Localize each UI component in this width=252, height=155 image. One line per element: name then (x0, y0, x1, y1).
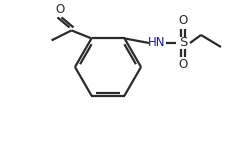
Text: O: O (178, 58, 188, 71)
Text: S: S (179, 36, 187, 49)
Text: HN: HN (148, 36, 166, 49)
Text: O: O (55, 3, 64, 16)
Text: O: O (178, 15, 188, 27)
